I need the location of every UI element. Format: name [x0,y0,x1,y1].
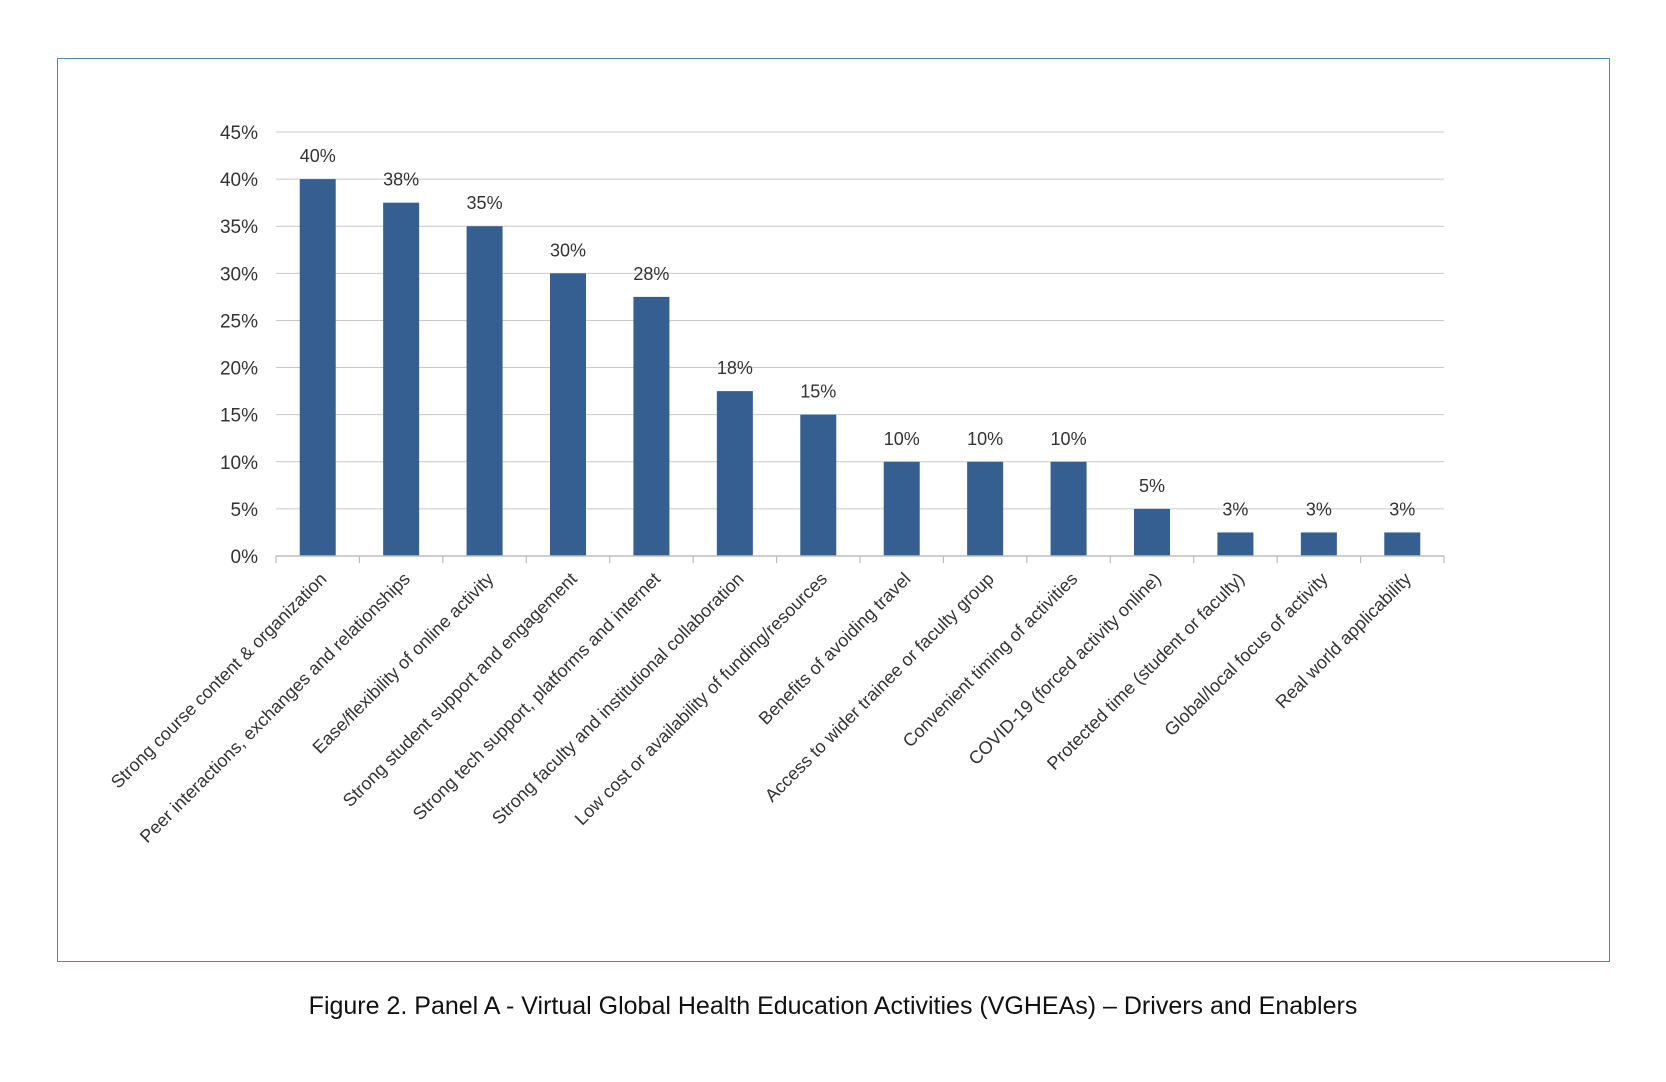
bar [1134,508,1170,556]
figure-caption: Figure 2. Panel A - Virtual Global Healt… [308,992,1358,1020]
bars [299,179,1421,556]
y-tick-label: 5% [231,500,259,521]
data-label: 3% [1306,499,1332,519]
y-tick-label: 30% [220,264,258,285]
bar [383,202,420,556]
category-label: Real world applicability [1272,569,1416,713]
y-tick-label: 15% [220,406,258,427]
bar [550,273,586,556]
category-label: Ease/flexibility of online activity [309,569,498,758]
bar [1384,532,1421,556]
y-tick-label: 10% [220,453,258,474]
axes [275,555,1445,563]
gridlines [276,131,1444,510]
bar [716,391,753,556]
bar [1050,461,1087,556]
chart-frame: 0% 5% 10% 15% 20% 25% 30% 35% 40% 45% 40% Strong co… [57,58,1610,962]
bar [967,461,1004,556]
y-tick-label: 45% [220,123,258,144]
data-label: 15% [800,382,836,402]
category-label: Benefits of avoiding travel [755,569,915,729]
y-tick-label: 40% [220,170,258,191]
data-label: 3% [1222,499,1248,519]
bar [800,414,837,556]
category-label: Convenient timing of activities [899,569,1082,752]
bar [883,461,920,556]
data-label: 35% [467,193,503,213]
y-tick-label: 0% [231,547,259,568]
y-tick-label: 25% [220,311,258,332]
data-label: 10% [884,429,920,449]
data-label: 38% [383,170,419,190]
bar [466,226,503,556]
data-label: 5% [1139,476,1165,496]
data-label: 10% [967,429,1003,449]
category-label: Global/local focus of activity [1160,569,1331,740]
bar [1217,532,1254,556]
y-tick-label: 20% [220,359,258,380]
data-label: 3% [1389,499,1415,519]
data-label: 18% [717,358,753,378]
data-label: 28% [633,264,669,284]
bar [633,296,670,556]
data-label: 40% [300,146,336,166]
bar-chart: 0%5%10%15%20%25%30%35%40%45%40%Strong co… [107,123,1445,847]
bar [299,179,336,556]
y-tick-label: 35% [220,217,258,238]
bar [1300,532,1337,556]
data-label: 30% [550,240,586,260]
data-label: 10% [1051,429,1087,449]
